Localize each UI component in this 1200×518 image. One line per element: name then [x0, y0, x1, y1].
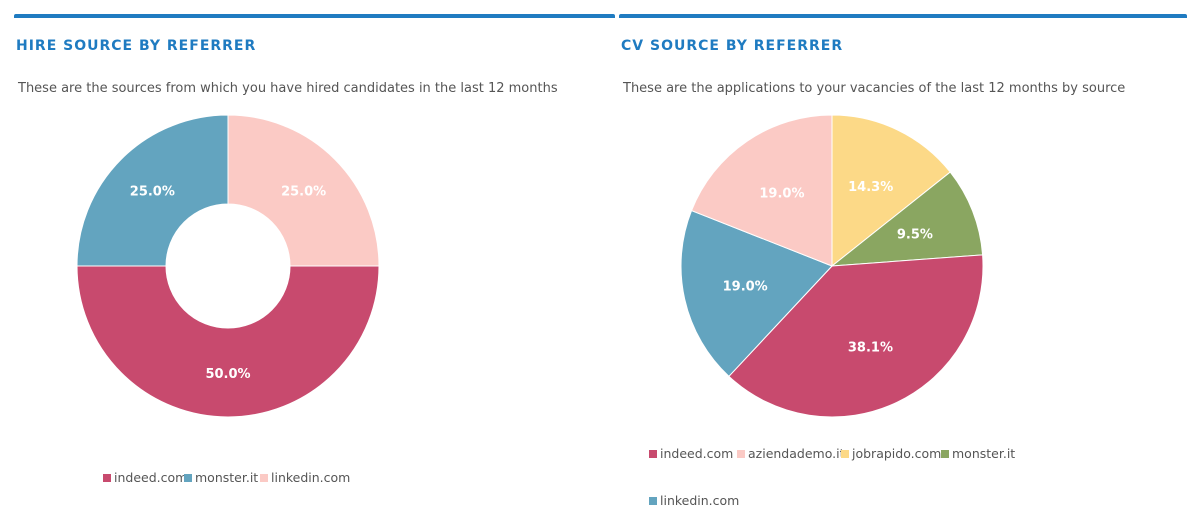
legend-item-monster-it[interactable]: monster.it — [941, 446, 1015, 461]
slice-label-jobrapido-com: 14.3% — [848, 180, 893, 195]
slice-label-linkedin-com: 19.0% — [723, 280, 768, 295]
hire-source-donut-chart: 25.0% 50.0% 25.0% — [76, 114, 380, 418]
legend-label: linkedin.com — [271, 470, 351, 485]
legend-label: linkedin.com — [660, 493, 740, 508]
legend-item-indeed-com[interactable]: indeed.com — [649, 446, 733, 461]
hire-source-title: HIRE SOURCE BY REFERRER — [16, 38, 257, 54]
slice-label-indeed-com: 38.1% — [848, 340, 893, 355]
slice-label-monster-it: 9.5% — [897, 228, 933, 243]
slice-label-linkedin-com: 25.0% — [281, 184, 326, 199]
hire-source-subtitle: These are the sources from which you hav… — [18, 81, 558, 96]
pie-slice-linkedin-com[interactable] — [227, 114, 380, 267]
legend-swatch — [103, 473, 111, 482]
pie-slice-monster-it[interactable] — [76, 114, 229, 267]
legend-item-linkedin-com[interactable]: linkedin.com — [260, 470, 350, 485]
slice-label-monster-it: 25.0% — [130, 184, 175, 199]
legend-swatch — [737, 449, 745, 458]
legend-swatch — [260, 473, 268, 482]
cv-source-pie-chart: 14.3% 9.5% 38.1% 19.0% 19.0% — [680, 114, 984, 418]
pie-slice-aziendademo-it[interactable] — [690, 114, 833, 267]
cv-source-panel: CV SOURCE BY REFERRER These are the appl… — [619, 0, 1187, 518]
legend-label: monster.it — [195, 470, 259, 485]
pie-slice-jobrapido-com[interactable] — [831, 114, 951, 268]
panel-accent-bar — [619, 14, 1187, 18]
legend-label: aziendademo.it — [748, 446, 845, 461]
hire-source-panel: HIRE SOURCE BY REFERRER These are the so… — [14, 0, 615, 518]
legend-item-monster-it[interactable]: monster.it — [184, 470, 258, 485]
legend-label: indeed.com — [660, 446, 734, 461]
legend-label: monster.it — [952, 446, 1016, 461]
legend-label: jobrapido.com — [852, 446, 942, 461]
cv-source-subtitle: These are the applications to your vacan… — [623, 81, 1126, 96]
pie-slice-indeed-com[interactable] — [728, 254, 984, 418]
legend-swatch — [841, 449, 849, 458]
pie-slice-indeed-com[interactable] — [76, 265, 380, 418]
legend-swatch — [184, 473, 192, 482]
cv-source-title: CV SOURCE BY REFERRER — [621, 38, 844, 54]
panel-accent-bar — [14, 14, 615, 18]
legend-item-jobrapido-com[interactable]: jobrapido.com — [841, 446, 941, 461]
slice-label-indeed-com: 50.0% — [205, 367, 250, 382]
pie-slice-monster-it[interactable] — [830, 171, 984, 267]
legend-item-indeed-com[interactable]: indeed.com — [103, 470, 187, 485]
pie-slice-linkedin-com[interactable] — [680, 209, 833, 378]
legend-swatch — [649, 496, 657, 505]
legend-label: indeed.com — [114, 470, 188, 485]
legend-item-linkedin-com[interactable]: linkedin.com — [649, 493, 739, 508]
legend-item-aziendademo-it[interactable]: aziendademo.it — [737, 446, 844, 461]
legend-swatch — [941, 449, 949, 458]
legend-swatch — [649, 449, 657, 458]
slice-label-aziendademo-it: 19.0% — [759, 186, 804, 201]
